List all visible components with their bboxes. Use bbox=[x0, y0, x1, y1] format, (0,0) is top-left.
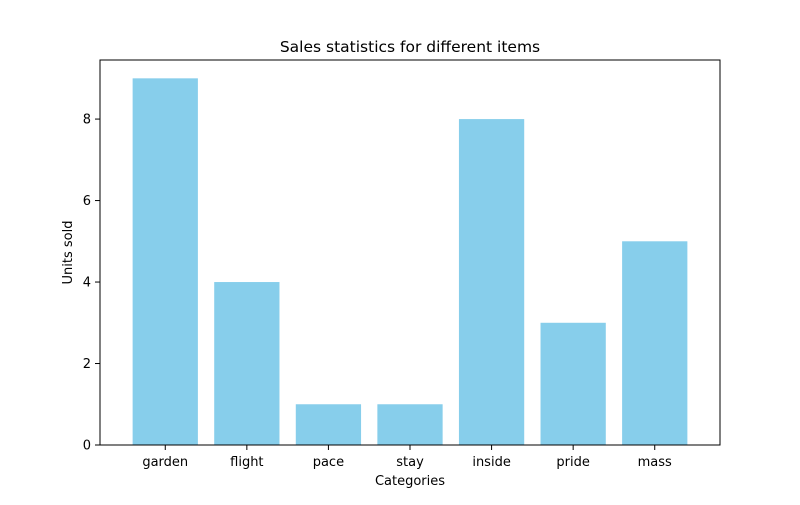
y-tick-label: 0 bbox=[83, 439, 91, 454]
y-tick-label: 8 bbox=[83, 113, 91, 128]
chart-title: Sales statistics for different items bbox=[280, 38, 540, 56]
x-axis-label: Categories bbox=[375, 474, 445, 489]
bars-group bbox=[132, 78, 688, 446]
bar-inside bbox=[458, 119, 525, 446]
x-tick-label: garden bbox=[142, 455, 188, 470]
bar-stay bbox=[377, 404, 443, 445]
bar-pride bbox=[540, 322, 606, 445]
x-tick-label: stay bbox=[396, 455, 424, 470]
x-tick-label: pride bbox=[556, 455, 589, 470]
x-tick-label: inside bbox=[472, 455, 511, 470]
bar-garden bbox=[132, 78, 198, 445]
bar-flight bbox=[214, 282, 280, 445]
y-tick-label: 4 bbox=[83, 276, 91, 291]
y-ticks: 0 2 4 6 8 bbox=[83, 113, 100, 454]
x-tick-label: mass bbox=[638, 455, 672, 470]
y-tick-label: 2 bbox=[83, 357, 91, 372]
bar-pace bbox=[295, 404, 362, 445]
x-tick-label: flight bbox=[230, 455, 263, 470]
y-axis-label: Units sold bbox=[61, 221, 76, 285]
y-tick-label: 6 bbox=[83, 194, 91, 209]
x-ticks: garden flight pace stay inside pride mass bbox=[142, 445, 672, 470]
bar-mass bbox=[622, 241, 688, 445]
x-tick-label: pace bbox=[313, 455, 344, 470]
